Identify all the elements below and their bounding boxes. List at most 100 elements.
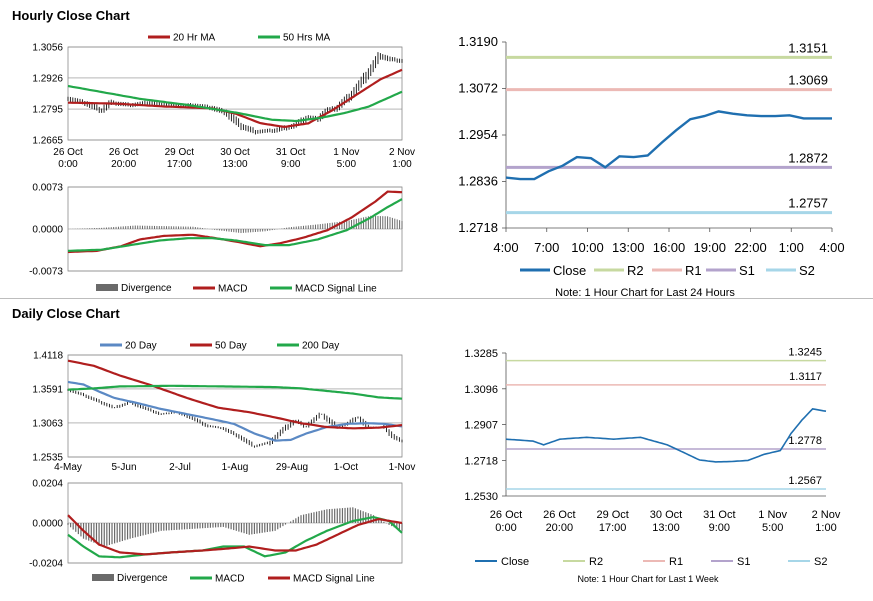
hourly-price-xtick-date: 26 Oct — [109, 147, 139, 158]
pivot-1w-xtick-time: 9:00 — [709, 522, 730, 534]
pivot-1w-level-r2-label: 1.3245 — [788, 347, 822, 359]
pivot-24h-xtick-label: 4:00 — [819, 240, 844, 255]
hourly-price-xtick-time: 1:00 — [392, 159, 412, 170]
pivot-1w-level-s2-label: 1.2567 — [788, 475, 822, 487]
pivot-1w-xtick-date: 31 Oct — [703, 509, 735, 521]
daily-macd-ytick-label: 0.0000 — [32, 519, 63, 530]
pivot-24h-level-r2-label: 1.3151 — [788, 40, 828, 55]
pivot-1w-xtick-time: 20:00 — [546, 522, 574, 534]
daily-price-ytick-label: 1.4118 — [33, 351, 63, 362]
hourly-price-chart: 1.3056 1.2926 1.2795 1.2665 20 Hr MA 50 Hrs M… — [32, 33, 415, 171]
pivot-1w-xtick-time: 1:00 — [815, 522, 836, 534]
pivot-1w-xtick-date: 29 Oct — [596, 509, 628, 521]
daily-price-legend-label: 50 Day — [215, 341, 247, 352]
pivot-24h-ytick-label: 1.2836 — [458, 174, 498, 189]
pivot-1w-xtick-time: 0:00 — [495, 522, 516, 534]
pivot-24h-xtick-label: 16:00 — [653, 240, 686, 255]
pivot-1w-note: Note: 1 Hour Chart for Last 1 Week — [578, 574, 719, 584]
daily-price-xtick-label: 1-Nov — [389, 462, 416, 473]
pivot-1w-xtick-date: 2 Nov — [812, 509, 841, 521]
pivot-24h-legend-label: R2 — [627, 263, 644, 278]
hourly-macd-ytick-label: 0.0073 — [32, 183, 63, 194]
pivot-24h-xtick-label: 4:00 — [493, 240, 518, 255]
daily-price-legend-label: 20 Day — [125, 341, 157, 352]
pivot-1w-ytick-label: 1.3285 — [464, 348, 498, 360]
hourly-price-xtick-time: 9:00 — [281, 159, 301, 170]
daily-price-chart: 1.4118 1.3591 1.3063 1.2535 20 Day 50 Day 200 … — [32, 341, 415, 474]
daily-macd-chart: 0.0204 0.0000 -0.0204 Divergence MACD MACD Si… — [29, 479, 403, 585]
hourly-price-xtick-date: 2 Nov — [389, 147, 415, 158]
hourly-macd-legend-swatch — [96, 284, 118, 291]
pivot-1w-ytick-label: 1.2530 — [464, 491, 498, 503]
hourly-price-xtick-date: 1 Nov — [333, 147, 359, 158]
pivot-1w-legend-label: S2 — [814, 556, 827, 568]
hourly-price-legend-label: 20 Hr MA — [173, 33, 216, 44]
hourly-ma50-line — [67, 84, 403, 123]
pivot-24h-ytick-label: 1.2718 — [458, 220, 498, 235]
pivot-24h-legend-label: S1 — [739, 263, 755, 278]
daily-day20-line — [67, 380, 403, 442]
daily-section-title: Daily Close Chart — [12, 306, 120, 321]
pivot-24h-ytick-label: 1.3190 — [458, 34, 498, 49]
daily-price-plot-border — [67, 354, 403, 458]
pivot-1w-xtick-time: 5:00 — [762, 522, 783, 534]
pivot-24h-close-line — [505, 110, 832, 181]
hourly-price-xtick-time: 17:00 — [167, 159, 192, 170]
daily-macd-ytick-label: -0.0204 — [29, 559, 63, 570]
hourly-price-ytick-label: 1.2795 — [32, 105, 63, 116]
hourly-price-xtick-date: 29 Oct — [165, 147, 195, 158]
hourly-price-ytick-label: 1.2665 — [32, 136, 63, 147]
hourly-price-ytick-label: 1.2926 — [32, 73, 63, 84]
hourly-signal-line — [67, 198, 403, 252]
pivot-1w-legend-label: S1 — [737, 556, 750, 568]
hourly-price-ytick-label: 1.3056 — [32, 43, 63, 54]
daily-macd-legend-label: MACD Signal Line — [293, 574, 375, 585]
pivot-24h-ytick-label: 1.3072 — [458, 81, 498, 96]
pivot-24h-legend-label: S2 — [799, 263, 815, 278]
pivot-1w-legend-label: Close — [501, 556, 529, 568]
hourly-macd-ytick-label: 0.0000 — [32, 225, 63, 236]
pivot-24h-xtick-label: 13:00 — [612, 240, 645, 255]
hourly-ma20-line — [68, 68, 403, 129]
hourly-price-xtick-time: 13:00 — [222, 159, 247, 170]
hourly-macd-chart: 0.0073 0.0000 -0.0073 Divergence MACD MACD Si… — [29, 183, 403, 295]
daily-price-xtick-label: 1-Oct — [334, 462, 359, 473]
hourly-macd-ytick-label: -0.0073 — [29, 267, 63, 278]
hourly-price-xtick-time: 5:00 — [337, 159, 357, 170]
pivot-24h-chart: 1.3190 1.3072 1.2954 1.2836 1.2718 1.3151 1.30… — [458, 34, 844, 299]
pivot-24h-legend-label: Close — [553, 263, 586, 278]
daily-price-xtick-label: 4-May — [54, 462, 82, 473]
hourly-price-xtick-date: 31 Oct — [276, 147, 306, 158]
daily-macd-line — [67, 515, 403, 559]
daily-day50-line — [67, 359, 403, 430]
daily-price-ytick-label: 1.2535 — [32, 453, 63, 464]
pivot-1w-ytick-label: 1.2718 — [464, 455, 498, 467]
daily-price-xtick-label: 29-Aug — [276, 462, 308, 473]
daily-signal-line — [67, 514, 403, 556]
hourly-macd-legend-label: MACD Signal Line — [295, 284, 377, 295]
hourly-price-legend-label: 50 Hrs MA — [283, 33, 331, 44]
pivot-1w-xtick-time: 13:00 — [652, 522, 680, 534]
pivot-24h-ytick-label: 1.2954 — [458, 127, 498, 142]
pivot-1w-chart: 1.3285 1.3096 1.2907 1.2718 1.2530 1.3245 1.31… — [464, 347, 841, 584]
section-divider — [0, 298, 873, 299]
hourly-macd-legend-label: MACD — [218, 284, 247, 295]
pivot-1w-close-line — [505, 408, 827, 463]
hourly-section-title: Hourly Close Chart — [12, 8, 130, 23]
pivot-24h-xtick-label: 1:00 — [779, 240, 804, 255]
pivot-24h-xtick-label: 19:00 — [693, 240, 726, 255]
hourly-price-xtick-time: 0:00 — [58, 159, 78, 170]
pivot-24h-xtick-label: 10:00 — [571, 240, 604, 255]
pivot-1w-xtick-date: 26 Oct — [543, 509, 575, 521]
pivot-1w-xtick-time: 17:00 — [599, 522, 627, 534]
pivot-1w-xtick-date: 30 Oct — [650, 509, 682, 521]
pivot-1w-level-s1-label: 1.2778 — [788, 435, 822, 447]
pivot-1w-level-r1-label: 1.3117 — [789, 371, 822, 383]
hourly-price-xtick-date: 26 Oct — [53, 147, 83, 158]
pivot-1w-ytick-label: 1.3096 — [464, 384, 498, 396]
pivot-24h-xtick-label: 7:00 — [534, 240, 559, 255]
pivot-1w-xtick-date: 26 Oct — [490, 509, 522, 521]
pivot-24h-level-s1-label: 1.2872 — [788, 150, 828, 165]
pivot-1w-ytick-label: 1.2907 — [464, 420, 498, 432]
hourly-macd-legend-label: Divergence — [121, 283, 172, 294]
